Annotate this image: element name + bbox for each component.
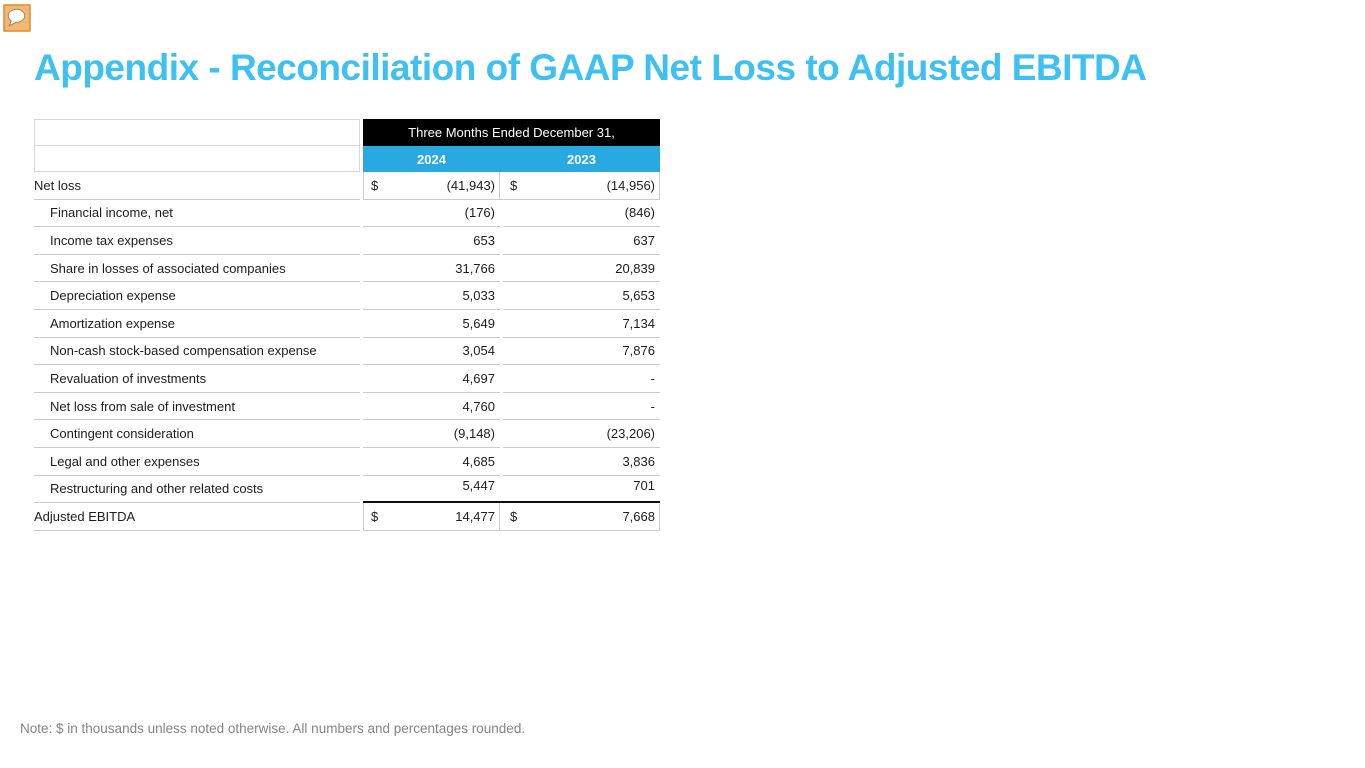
header-empty-cell <box>34 119 360 146</box>
row-label: Net loss from sale of investment <box>34 393 360 421</box>
year-2023-header: 2023 <box>503 146 660 172</box>
table-row: Non-cash stock-based compensation expens… <box>34 338 660 366</box>
year-2024-header: 2024 <box>363 146 500 172</box>
dollar-sign: $ <box>371 177 379 193</box>
table-row: Depreciation expense 5,033 5,653 <box>34 282 660 310</box>
table-row: Amortization expense 5,649 7,134 <box>34 310 660 338</box>
table-header-years-row: 2024 2023 <box>34 146 660 172</box>
table-row: Income tax expenses 653 637 <box>34 227 660 255</box>
value-2023: 3,836 <box>503 448 660 476</box>
value-2024: 5,649 <box>363 310 500 338</box>
value-2024: 4,685 <box>363 448 500 476</box>
period-header-cell: Three Months Ended December 31, <box>363 119 660 146</box>
table-row: Net loss $ (41,943) $ (14,956) <box>34 172 660 200</box>
row-label: Financial income, net <box>34 200 360 228</box>
value-2023: $7,668 <box>503 503 660 531</box>
value-2024: $ (41,943) <box>363 172 500 200</box>
value-2023: - <box>503 365 660 393</box>
value-2024: 5,447 <box>363 476 500 504</box>
speech-bubble-icon <box>3 4 31 32</box>
row-label: Contingent consideration <box>34 420 360 448</box>
value-2024: 4,760 <box>363 393 500 421</box>
value-2023: 20,839 <box>503 255 660 283</box>
table-row: Legal and other expenses 4,685 3,836 <box>34 448 660 476</box>
value-2024: 5,033 <box>363 282 500 310</box>
value-2024: (176) <box>363 200 500 228</box>
row-label: Income tax expenses <box>34 227 360 255</box>
table-row: Contingent consideration (9,148) (23,206… <box>34 420 660 448</box>
dollar-sign: $ <box>510 177 518 193</box>
value-2024: $14,477 <box>363 503 500 531</box>
value-2024: 4,697 <box>363 365 500 393</box>
row-label: Adjusted EBITDA <box>34 503 360 531</box>
footnote: Note: $ in thousands unless noted otherw… <box>20 721 526 736</box>
reconciliation-table: Three Months Ended December 31, 2024 202… <box>34 119 660 531</box>
dollar-sign: $ <box>371 508 379 524</box>
value-2024: 31,766 <box>363 255 500 283</box>
value-2023: 637 <box>503 227 660 255</box>
value-2024: 3,054 <box>363 338 500 366</box>
value-2024: 653 <box>363 227 500 255</box>
value-2023: 7,876 <box>503 338 660 366</box>
row-label: Share in losses of associated companies <box>34 255 360 283</box>
dollar-sign: $ <box>510 508 518 524</box>
value-2023: (23,206) <box>503 420 660 448</box>
row-label: Amortization expense <box>34 310 360 338</box>
value-2023: $ (14,956) <box>503 172 660 200</box>
table-row-total: Adjusted EBITDA $14,477 $7,668 <box>34 503 660 531</box>
value-2023: 5,653 <box>503 282 660 310</box>
table-header-period-row: Three Months Ended December 31, <box>34 119 660 146</box>
table-row: Net loss from sale of investment 4,760 - <box>34 393 660 421</box>
row-label: Non-cash stock-based compensation expens… <box>34 338 360 366</box>
row-label: Net loss <box>34 172 360 200</box>
value-2024: (9,148) <box>363 420 500 448</box>
value-2023: (846) <box>503 200 660 228</box>
value-2023: 7,134 <box>503 310 660 338</box>
table-row: Share in losses of associated companies … <box>34 255 660 283</box>
table-row: Restructuring and other related costs 5,… <box>34 476 660 504</box>
row-label: Depreciation expense <box>34 282 360 310</box>
header-empty-cell <box>34 146 360 172</box>
value-2023: 701 <box>503 476 660 504</box>
row-label: Revaluation of investments <box>34 365 360 393</box>
row-label: Legal and other expenses <box>34 448 360 476</box>
table-row: Revaluation of investments 4,697 - <box>34 365 660 393</box>
value-2023: - <box>503 393 660 421</box>
table-row: Financial income, net (176) (846) <box>34 200 660 228</box>
page-title: Appendix - Reconciliation of GAAP Net Lo… <box>34 47 1147 88</box>
row-label: Restructuring and other related costs <box>34 476 360 504</box>
